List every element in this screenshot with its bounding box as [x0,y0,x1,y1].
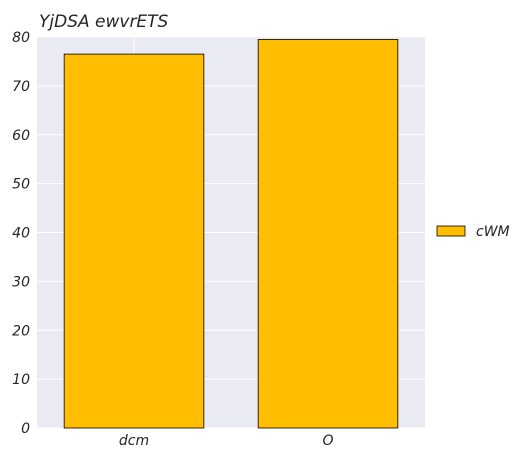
y-tick-label: 20 [12,323,30,339]
legend-swatch [436,225,466,237]
y-tick-label: 60 [12,128,30,144]
legend: cWM [436,224,510,240]
bars [63,39,399,429]
y-tick-label: 30 [12,274,30,290]
chart-title: YjDSA ewvrETS [39,12,169,32]
y-tick-label: 40 [12,226,30,242]
y-axis-ticks: 0 10 20 30 40 50 60 70 80 [12,30,30,437]
y-tick-label: 0 [21,421,30,437]
y-tick-label: 50 [12,177,30,193]
x-tick-label: dcm [119,433,149,449]
y-tick-label: 10 [12,372,30,388]
y-tick-label: 80 [12,30,30,46]
bar-dcm [63,53,205,429]
bar-O [257,39,399,429]
x-tick-label: O [322,433,333,449]
x-axis-ticks: dcm O [119,433,334,449]
y-tick-label: 70 [12,79,30,95]
legend-label: cWM [476,224,510,240]
